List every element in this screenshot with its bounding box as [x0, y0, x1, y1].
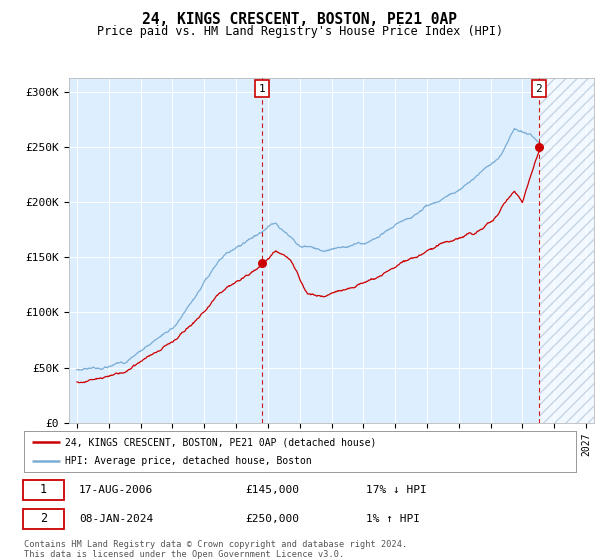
Text: 2: 2 — [40, 512, 47, 525]
Text: 1: 1 — [259, 83, 265, 94]
Text: 24, KINGS CRESCENT, BOSTON, PE21 0AP (detached house): 24, KINGS CRESCENT, BOSTON, PE21 0AP (de… — [65, 437, 377, 447]
Text: 1: 1 — [40, 483, 47, 496]
Point — [534, 142, 544, 151]
Text: 24, KINGS CRESCENT, BOSTON, PE21 0AP: 24, KINGS CRESCENT, BOSTON, PE21 0AP — [143, 12, 458, 27]
FancyBboxPatch shape — [23, 508, 64, 529]
Text: £145,000: £145,000 — [245, 485, 299, 495]
Bar — [539, 78, 594, 423]
FancyBboxPatch shape — [23, 480, 64, 500]
Text: HPI: Average price, detached house, Boston: HPI: Average price, detached house, Bost… — [65, 456, 312, 466]
Text: 17% ↓ HPI: 17% ↓ HPI — [366, 485, 427, 495]
Text: Contains HM Land Registry data © Crown copyright and database right 2024.
This d: Contains HM Land Registry data © Crown c… — [24, 540, 407, 559]
Text: 1% ↑ HPI: 1% ↑ HPI — [366, 514, 420, 524]
Text: 2: 2 — [535, 83, 542, 94]
Text: Price paid vs. HM Land Registry's House Price Index (HPI): Price paid vs. HM Land Registry's House … — [97, 25, 503, 38]
Text: 08-JAN-2024: 08-JAN-2024 — [79, 514, 154, 524]
Point — [257, 258, 267, 267]
Text: 17-AUG-2006: 17-AUG-2006 — [79, 485, 154, 495]
Text: £250,000: £250,000 — [245, 514, 299, 524]
Bar — [539, 78, 594, 423]
